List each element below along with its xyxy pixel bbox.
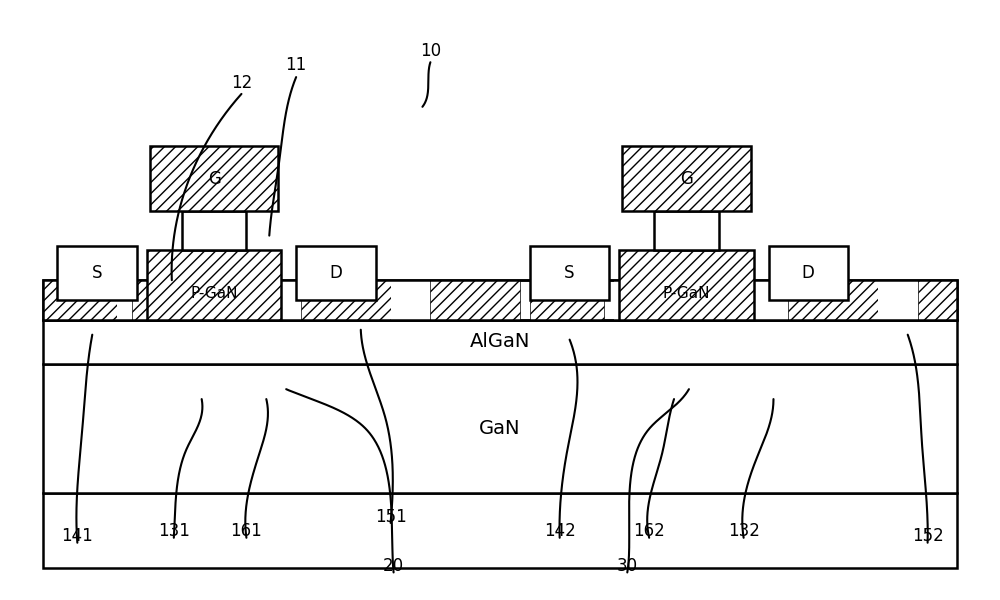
Bar (622, 146, 751, 211)
Text: 131: 131 (158, 522, 190, 540)
Text: D: D (802, 264, 815, 282)
Text: 30: 30 (617, 557, 638, 575)
Text: GaN: GaN (479, 419, 521, 438)
Bar (918, 280, 957, 320)
Text: 12: 12 (231, 74, 252, 92)
Bar (788, 280, 878, 320)
Text: G: G (680, 170, 693, 188)
Text: 161: 161 (231, 522, 262, 540)
Text: 10: 10 (420, 42, 441, 60)
Bar (147, 250, 281, 320)
Bar (619, 250, 754, 320)
Text: 132: 132 (728, 522, 760, 540)
Bar (132, 280, 182, 320)
Bar (654, 211, 719, 250)
Bar (43, 280, 957, 320)
Bar (266, 280, 301, 320)
Text: P-GaN: P-GaN (190, 286, 238, 301)
Text: G: G (208, 170, 221, 188)
Bar (769, 245, 848, 300)
Text: P-GaN: P-GaN (663, 286, 710, 301)
Bar (619, 280, 669, 320)
Bar (182, 211, 246, 250)
Text: 162: 162 (633, 522, 665, 540)
Bar (43, 280, 957, 320)
Bar (430, 280, 520, 320)
Bar (878, 280, 918, 320)
Bar (301, 280, 391, 320)
Bar (43, 320, 957, 364)
Bar (43, 364, 957, 493)
Bar (43, 493, 957, 568)
Text: S: S (564, 264, 575, 282)
Bar (754, 280, 788, 320)
Bar (391, 280, 430, 320)
Text: AlGaN: AlGaN (470, 332, 530, 351)
Text: 11: 11 (286, 56, 307, 74)
Bar (57, 245, 137, 300)
Text: D: D (329, 264, 342, 282)
Text: 142: 142 (544, 522, 576, 540)
Bar (43, 280, 117, 320)
Bar (704, 280, 754, 320)
Bar (530, 280, 604, 320)
Bar (217, 280, 266, 320)
Text: 151: 151 (375, 508, 406, 526)
Bar (150, 146, 278, 211)
Bar (117, 280, 132, 320)
Bar (614, 280, 619, 320)
Bar (296, 245, 376, 300)
Text: 141: 141 (61, 527, 93, 545)
Bar (530, 245, 609, 300)
Text: S: S (92, 264, 103, 282)
Text: 20: 20 (383, 557, 404, 575)
Text: 152: 152 (912, 527, 943, 545)
